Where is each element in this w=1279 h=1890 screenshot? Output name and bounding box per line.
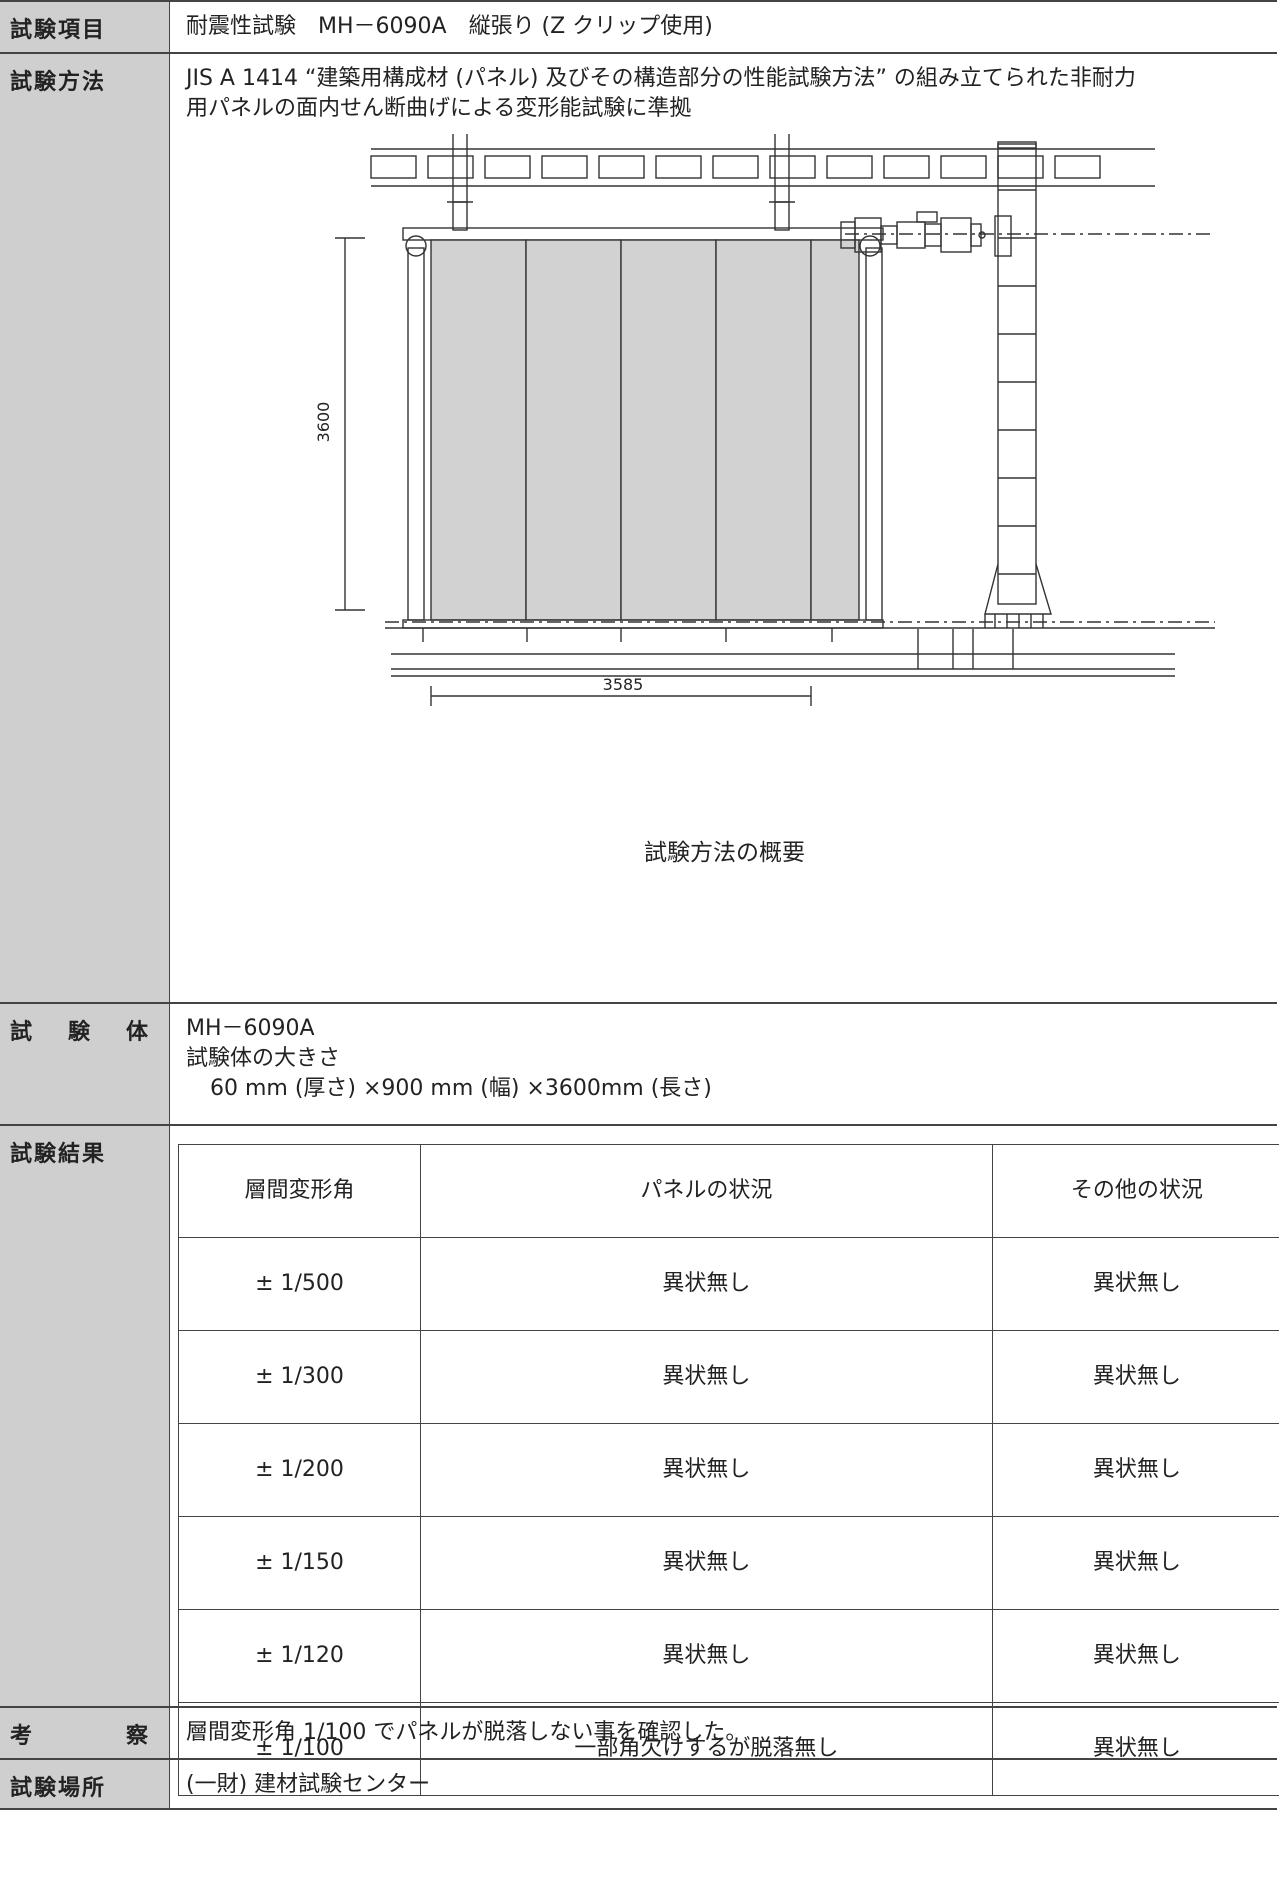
dimension-height-label: 3600 bbox=[314, 402, 333, 443]
label-specimen: 試 験 体 bbox=[0, 1004, 170, 1124]
specimen-content: MH－6090A 試験体の大きさ 60 mm (厚さ) ×900 mm (幅) … bbox=[170, 1004, 1277, 1124]
diagram-caption: 試験方法の概要 bbox=[644, 840, 805, 866]
label-specimen-char-1: 試 bbox=[10, 1020, 35, 1045]
other-status-cell: 異状無し bbox=[991, 1237, 1279, 1331]
panel-status-cell: 異状無し bbox=[420, 1609, 993, 1703]
drift-angle-cell: ± 1/150 bbox=[177, 1516, 422, 1610]
label-discussion-char-1: 考 bbox=[10, 1724, 35, 1749]
panel-status-cell: 異状無し bbox=[420, 1330, 993, 1424]
label-results: 試験結果 bbox=[0, 1126, 170, 1706]
other-status-cell: 異状無し bbox=[991, 1516, 1279, 1610]
dimension-width-label: 3585 bbox=[602, 675, 643, 694]
panel-status-cell: 異状無し bbox=[420, 1516, 993, 1610]
results-content: 層間変形角 パネルの状況 その他の状況 ± 1/500 異状無し 異状無し ± … bbox=[170, 1126, 1279, 1796]
label-discussion-char-2: 察 bbox=[125, 1724, 150, 1749]
row-specimen: 試 験 体 MH－6090A 試験体の大きさ 60 mm (厚さ) ×900 m… bbox=[0, 1002, 1277, 1124]
test-method-diagram: 3600 3585 bbox=[314, 134, 1215, 706]
test-method-line2: 用パネルの面内せん断曲げによる変形能試験に準拠 bbox=[186, 96, 692, 121]
beam-openings bbox=[369, 155, 1101, 179]
specimen-size: 60 mm (厚さ) ×900 mm (幅) ×3600mm (長さ) bbox=[210, 1076, 712, 1101]
panel-status-cell: 異状無し bbox=[420, 1423, 993, 1517]
row-location: 試験場所 (一財) 建材試験センター bbox=[0, 1758, 1277, 1810]
other-status-cell: 異状無し bbox=[991, 1423, 1279, 1517]
results-header-row: 層間変形角 パネルの状況 その他の状況 bbox=[177, 1144, 1279, 1238]
table-row: ± 1/100 一部角欠けするが脱落無し 異状無し bbox=[177, 1702, 1279, 1796]
results-table: 層間変形角 パネルの状況 その他の状況 ± 1/500 異状無し 異状無し ± … bbox=[177, 1144, 1279, 1796]
header-drift-angle: 層間変形角 bbox=[177, 1144, 422, 1238]
test-item-text: 耐震性試験 MH－6090A 縦張り (Z クリップ使用) bbox=[186, 14, 713, 39]
specimen-name: MH－6090A bbox=[186, 1016, 315, 1041]
specimen-size-title: 試験体の大きさ bbox=[186, 1046, 341, 1071]
label-test-method: 試験方法 bbox=[0, 54, 170, 1002]
label-specimen-char-2: 験 bbox=[67, 1020, 92, 1045]
test-method-content: JIS A 1414 “建築用構成材 (パネル) 及びその構造部分の性能試験方法… bbox=[170, 54, 1277, 1002]
location-text: (一財) 建材試験センター bbox=[186, 1772, 431, 1797]
header-other-status: その他の状況 bbox=[991, 1144, 1279, 1238]
drift-angle-cell: ± 1/100 bbox=[177, 1702, 422, 1796]
other-status-cell: 異状無し bbox=[991, 1702, 1279, 1796]
drift-angle-cell: ± 1/500 bbox=[177, 1237, 422, 1331]
other-status-cell: 異状無し bbox=[991, 1609, 1279, 1703]
label-location: 試験場所 bbox=[0, 1760, 170, 1808]
table-row: ± 1/150 異状無し 異状無し bbox=[177, 1516, 1279, 1610]
drift-angle-cell: ± 1/200 bbox=[177, 1423, 422, 1517]
row-test-item: 試験項目 耐震性試験 MH－6090A 縦張り (Z クリップ使用) bbox=[0, 0, 1277, 52]
drift-angle-cell: ± 1/300 bbox=[177, 1330, 422, 1424]
table-row: ± 1/200 異状無し 異状無し bbox=[177, 1423, 1279, 1517]
row-results: 試験結果 層間変形角 パネルの状況 その他の状況 ± 1/500 異状無し 異状… bbox=[0, 1124, 1279, 1796]
other-status-cell: 異状無し bbox=[991, 1330, 1279, 1424]
table-row: ± 1/500 異状無し 異状無し bbox=[177, 1237, 1279, 1331]
panel-status-cell: 一部角欠けするが脱落無し bbox=[420, 1702, 993, 1796]
label-test-item: 試験項目 bbox=[0, 2, 170, 52]
panel-status-cell: 異状無し bbox=[420, 1237, 993, 1331]
label-specimen-char-3: 体 bbox=[125, 1020, 150, 1045]
discussion-text: 層間変形角 1/100 でパネルが脱落しない事を確認した。 bbox=[186, 1720, 748, 1745]
header-panel-status: パネルの状況 bbox=[420, 1144, 993, 1238]
test-report-sheet: 試験項目 耐震性試験 MH－6090A 縦張り (Z クリップ使用) 試験方法 … bbox=[0, 0, 1279, 1810]
table-row: ± 1/300 異状無し 異状無し bbox=[177, 1330, 1279, 1424]
drift-angle-cell: ± 1/120 bbox=[177, 1609, 422, 1703]
panels bbox=[429, 239, 860, 621]
label-discussion: 考 察 bbox=[0, 1708, 170, 1758]
test-method-line1: JIS A 1414 “建築用構成材 (パネル) 及びその構造部分の性能試験方法… bbox=[186, 66, 1136, 91]
row-test-method: 試験方法 JIS A 1414 “建築用構成材 (パネル) 及びその構造部分の性… bbox=[0, 52, 1277, 1002]
table-row: ± 1/120 異状無し 異状無し bbox=[177, 1609, 1279, 1703]
row-discussion: 考 察 層間変形角 1/100 でパネルが脱落しない事を確認した。 bbox=[0, 1706, 1277, 1758]
